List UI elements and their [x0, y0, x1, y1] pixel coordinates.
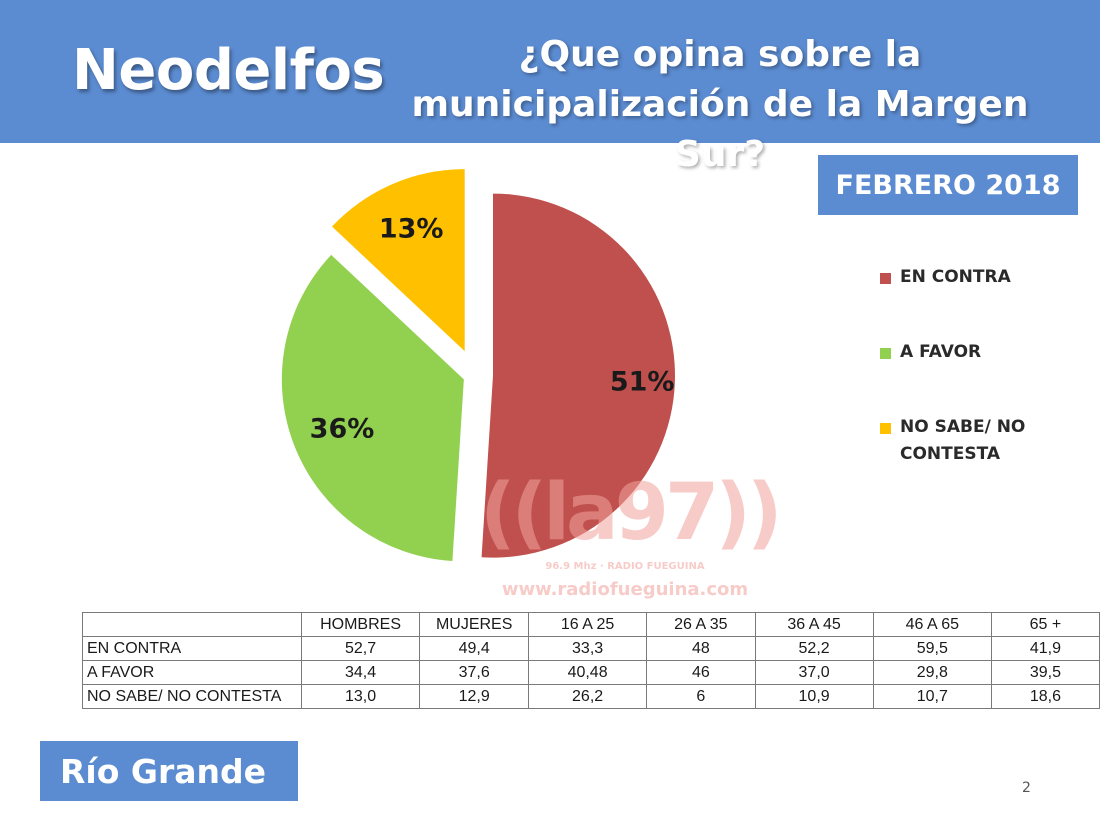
header-bar: Neodelfos ¿Que opina sobre la municipali… — [0, 0, 1100, 175]
pie-slice-label-1: 51% — [610, 366, 675, 397]
table-cell: 33,3 — [527, 636, 648, 661]
table-cell: 40,48 — [527, 660, 648, 685]
table-cell: 46 — [646, 660, 756, 685]
table-cell: 12,9 — [419, 684, 529, 709]
pie-slice-3 — [332, 169, 465, 352]
table-column-header: 46 A 65 — [872, 612, 992, 637]
table-row: EN CONTRA 52,7 49,4 33,3 48 52,2 59,5 41,9 — [82, 636, 1100, 661]
table-cell: 10,9 — [754, 684, 874, 709]
pie-slice-label-2: 36% — [310, 414, 375, 445]
table-column-header: MUJERES — [419, 612, 529, 637]
legend-label: NO SABE/ NO CONTESTA — [900, 417, 1026, 464]
legend-item: NO SABE/ NO CONTESTA — [880, 417, 1025, 468]
watermark-subtitle: 96.9 Mhz · RADIO FUEGUINA — [545, 561, 705, 572]
pie-slice-2 — [281, 254, 464, 562]
table-cell: 13,0 — [300, 684, 421, 709]
table-cell: 26,2 — [527, 684, 648, 709]
legend-item: EN CONTRA — [880, 267, 1011, 291]
table-header-row: HOMBRES MUJERES 16 A 25 26 A 35 36 A 45 46 A … — [82, 612, 1100, 637]
watermark-logo: ((la97)) — [480, 468, 783, 558]
table-cell: 48 — [646, 636, 756, 661]
table-cell: 10,7 — [872, 684, 992, 709]
legend-label: A FAVOR — [900, 342, 982, 362]
table-cell: 59,5 — [872, 636, 992, 661]
brand-title: Neodelfos — [72, 38, 385, 103]
table-row: A FAVOR 34,4 37,6 40,48 46 37,0 29,8 39,5 — [82, 660, 1100, 685]
table-row-label: EN CONTRA — [82, 636, 302, 661]
table-cell: 41,9 — [990, 636, 1100, 661]
table-cell: 39,5 — [990, 660, 1100, 685]
table-cell: 18,6 — [990, 684, 1100, 709]
legend-swatch — [880, 273, 891, 284]
breakdown-table: HOMBRES MUJERES 16 A 25 26 A 35 36 A 45 46 A … — [82, 612, 1100, 709]
table-row: NO SABE/ NO CONTESTA 13,0 12,9 26,2 6 10,9 10,… — [82, 684, 1100, 709]
table-cell: 37,0 — [754, 660, 874, 685]
table-column-header: 65 + — [990, 612, 1100, 637]
question-line-1: ¿Que opina sobre la — [518, 34, 922, 75]
legend-item: A FAVOR — [880, 342, 981, 366]
table-cell: 6 — [646, 684, 756, 709]
legend-swatch — [880, 423, 891, 434]
legend-label: EN CONTRA — [900, 267, 1011, 287]
table-cell: 34,4 — [300, 660, 421, 685]
pie-slice-1 — [481, 193, 675, 558]
watermark-url: www.radiofueguina.com — [501, 579, 749, 600]
table-row-label: NO SABE/ NO CONTESTA — [82, 684, 302, 709]
survey-question: ¿Que opina sobre la municipalización de … — [380, 30, 1060, 180]
table-cell: 37,6 — [419, 660, 529, 685]
table-column-header: 36 A 45 — [754, 612, 874, 637]
table-cell: 49,4 — [419, 636, 529, 661]
table-corner-cell — [82, 612, 302, 637]
table-cell: 52,2 — [754, 636, 874, 661]
table-column-header: 16 A 25 — [527, 612, 648, 637]
date-badge: FEBRERO 2018 — [818, 155, 1078, 215]
page-number: 2 — [1022, 780, 1031, 796]
legend-swatch — [880, 348, 891, 359]
table-column-header: 26 A 35 — [646, 612, 756, 637]
pie-slice-label-3: 13% — [379, 214, 444, 245]
table-row-label: A FAVOR — [82, 660, 302, 685]
table-cell: 29,8 — [872, 660, 992, 685]
question-line-2: municipalización de la Margen Sur? — [411, 84, 1029, 175]
table-cell: 52,7 — [300, 636, 421, 661]
radio-watermark: ((la97)) 96.9 Mhz · RADIO FUEGUINA www.r… — [480, 465, 783, 605]
table-column-header: HOMBRES — [300, 612, 421, 637]
city-label: Río Grande — [40, 741, 298, 801]
